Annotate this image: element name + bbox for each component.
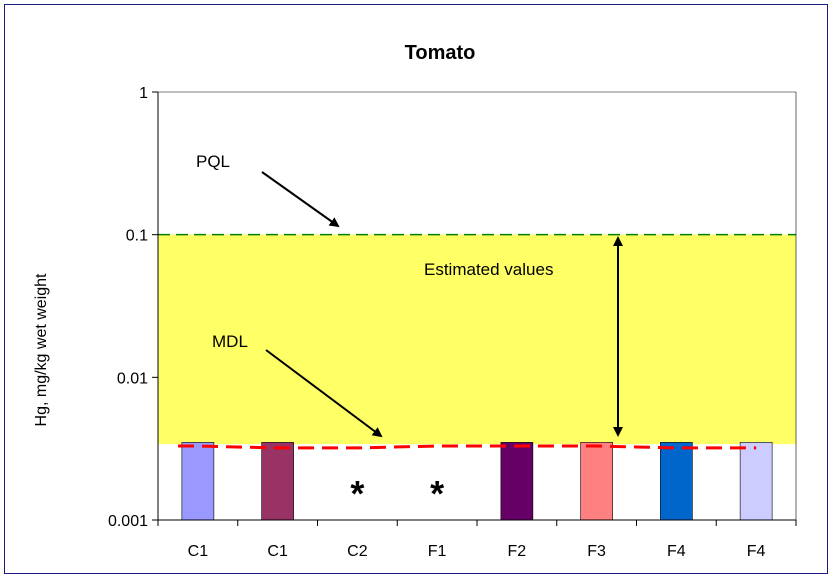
pql-arrow: [261, 171, 340, 228]
plot-area: * * 0.001 0.01 0.1 1 C1 C1 C2 F1 F2 F3 F4 F4: [108, 85, 797, 560]
bar: [500, 442, 534, 521]
not-detected-marker: *: [430, 473, 444, 514]
bar: [580, 442, 613, 521]
x-tick-label: C1: [267, 543, 288, 560]
mdl-arrow: [265, 349, 383, 438]
mdl-line: [178, 444, 757, 450]
not-detected-marker: *: [350, 473, 364, 514]
x-tick-label: C2: [347, 543, 368, 560]
y-tick-label: 0.001: [108, 513, 148, 530]
estimated-values-label: Estimated values: [424, 260, 553, 279]
x-tick-label: C1: [188, 543, 209, 560]
x-tick-label: F3: [587, 543, 606, 560]
y-tick-label: 0.01: [117, 370, 148, 387]
bar: [181, 442, 215, 521]
bar: [261, 442, 294, 521]
mdl-label: MDL: [212, 332, 248, 351]
pql-label: PQL: [196, 152, 230, 171]
x-tick-label: F2: [508, 543, 527, 560]
y-tick-label: 0.1: [126, 228, 148, 245]
bar: [660, 442, 693, 521]
chart-title: Tomato: [405, 42, 476, 64]
bar: [739, 442, 773, 521]
annotations: PQL MDL Estimated values: [196, 152, 623, 438]
y-tick-label: 1: [139, 85, 148, 102]
y-axis-title: Hg, mg/kg wet weight: [33, 273, 50, 427]
x-tick-label: F1: [428, 543, 447, 560]
estimated-band: [158, 234, 796, 445]
x-tick-label: F4: [747, 543, 766, 560]
x-tick-label: F4: [667, 543, 686, 560]
